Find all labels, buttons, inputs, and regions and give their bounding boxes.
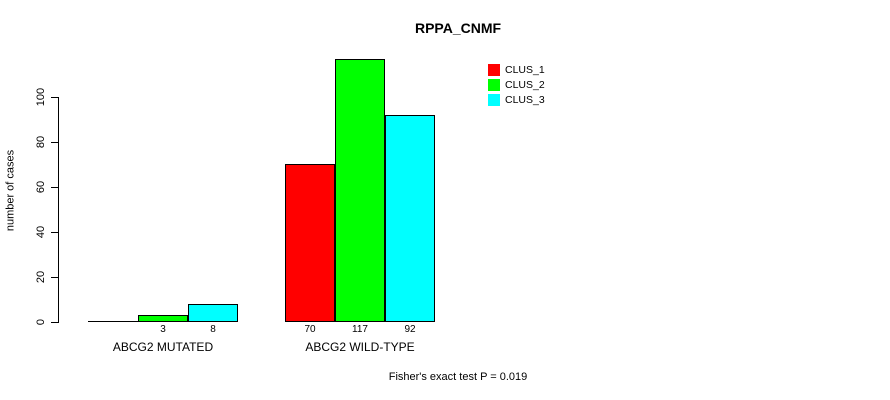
legend-row: CLUS_2 — [488, 77, 545, 92]
bar-value-label: 3 — [160, 324, 166, 335]
y-axis-line — [58, 97, 59, 323]
y-axis-tick — [51, 277, 59, 278]
legend-row: CLUS_1 — [488, 62, 545, 77]
bar-clus_3-group1 — [188, 304, 238, 322]
y-axis-tick-label: 60 — [35, 180, 47, 194]
legend-swatch — [488, 93, 500, 106]
bar-clus_1-group1 — [88, 321, 138, 322]
legend-label: CLUS_1 — [505, 63, 545, 76]
bar-value-label: 8 — [210, 324, 216, 335]
legend: CLUS_1 CLUS_2 CLUS_3 — [488, 62, 545, 107]
y-axis-tick-label: 80 — [35, 135, 47, 149]
chart-title: RPPA_CNMF — [414, 20, 502, 36]
y-axis-tick — [51, 187, 59, 188]
x-category-label: ABCG2 MUTATED — [112, 340, 214, 354]
bar-clus_2-group2 — [335, 59, 385, 322]
legend-swatch — [488, 63, 500, 76]
legend-label: CLUS_3 — [505, 93, 545, 106]
legend-row: CLUS_3 — [488, 92, 545, 107]
legend-label: CLUS_2 — [505, 78, 545, 91]
bar-clus_3-group2 — [385, 115, 435, 322]
y-axis-tick — [51, 232, 59, 233]
y-axis-tick-label: 0 — [35, 318, 47, 326]
bar-value-label: 117 — [352, 324, 368, 335]
bar-clus_2-group1 — [138, 315, 188, 322]
y-axis-tick-label: 20 — [35, 270, 47, 284]
y-axis-tick — [51, 322, 59, 323]
stat-test-annotation: Fisher's exact test P = 0.019 — [388, 371, 528, 383]
x-category-label: ABCG2 WILD-TYPE — [305, 340, 415, 354]
bar-value-label: 92 — [404, 324, 416, 335]
bar-clus_1-group2 — [285, 164, 335, 322]
y-axis-tick-label: 100 — [35, 87, 47, 107]
y-axis-tick — [51, 142, 59, 143]
legend-swatch — [488, 78, 500, 91]
y-axis-tick-label: 40 — [35, 225, 47, 239]
y-axis-tick — [51, 97, 59, 98]
bar-value-label: 70 — [304, 324, 316, 335]
